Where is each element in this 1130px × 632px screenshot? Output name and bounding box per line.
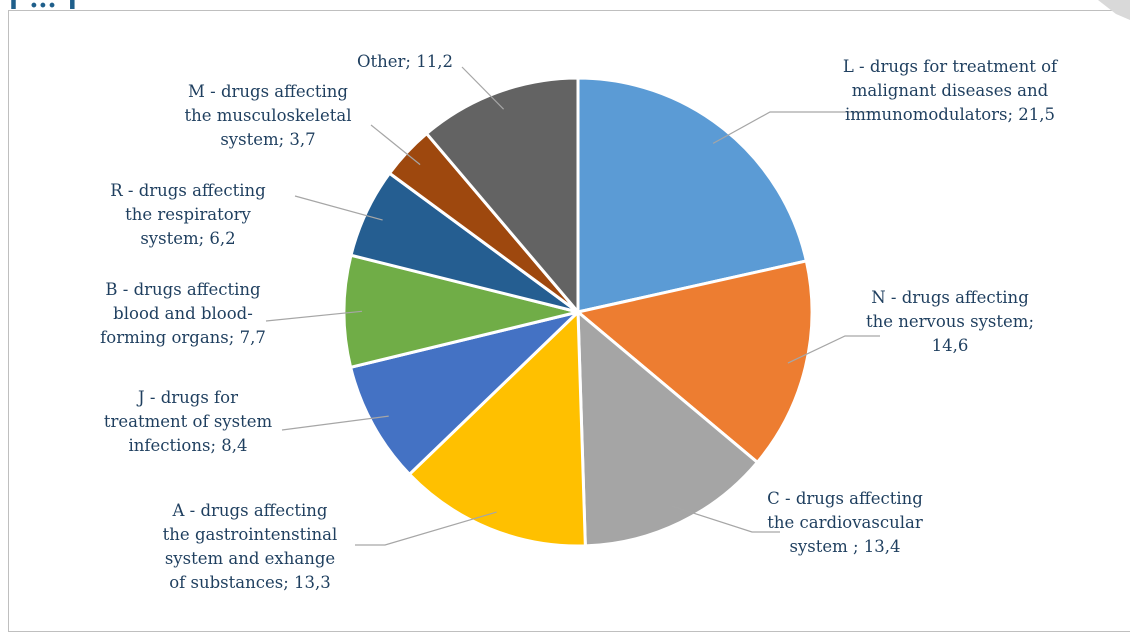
slice-label-line: R - drugs affecting: [110, 181, 266, 200]
slice-label-1: N - drugs affecting the nervous system; 14…: [866, 288, 1034, 355]
leader-line-4: [281, 415, 389, 431]
pie-slice-1: [574, 259, 814, 465]
slice-label-line: the cardiovascular: [767, 513, 923, 532]
slice-label-line: system ; 13,4: [789, 537, 900, 556]
slice-label-line: system and exhange: [165, 549, 335, 568]
pie-slice-2: [576, 308, 760, 548]
slice-label-line: the gastrointenstinal: [163, 525, 338, 544]
slice-label-3: A - drugs affecting the gastrointenstinal…: [163, 501, 338, 592]
leader-line-5: [265, 310, 363, 322]
slice-label-6: R - drugs affecting the respiratory system…: [110, 181, 266, 248]
slice-label-2: C - drugs affecting the cardiovascular sys…: [767, 489, 923, 556]
slice-label-line: blood and blood-: [113, 304, 253, 323]
slice-label-line: B - drugs affecting: [105, 280, 261, 299]
slice-label-5: B - drugs affecting blood and blood-formi…: [100, 280, 266, 347]
slice-label-line: J - drugs for: [136, 388, 238, 407]
slice-label-line: system; 6,2: [140, 229, 235, 248]
slice-label-line: immunomodulators; 21,5: [845, 105, 1055, 124]
leader-line-1: [787, 335, 880, 364]
page-curl-decoration: [1098, 0, 1130, 20]
slice-label-line: the nervous system;: [866, 312, 1034, 331]
slice-label-7: M - drugs affecting the musculoskeletal sy…: [184, 82, 351, 149]
slice-label-line: forming organs; 7,7: [100, 328, 266, 347]
slice-label-8: Other; 11,2: [357, 52, 453, 71]
leader-line-0: [712, 111, 880, 144]
slice-label-line: M - drugs affecting: [188, 82, 348, 101]
leader-line-8: [461, 66, 505, 110]
slice-label-line: malignant diseases and: [852, 81, 1049, 100]
slice-label-line: 14,6: [932, 336, 969, 355]
leader-line-7: [370, 124, 421, 166]
slice-label-0: L - drugs for treatment of malignant dise…: [843, 57, 1059, 124]
slice-label-line: infections; 8,4: [129, 436, 248, 455]
slice-label-line: the musculoskeletal: [184, 106, 351, 125]
leader-line-3: [355, 511, 497, 546]
slice-label-line: system; 3,7: [220, 130, 315, 149]
slice-label-line: A - drugs affecting: [172, 501, 328, 520]
slice-label-4: J - drugs for treatment of system infectio…: [104, 388, 273, 455]
partial-title-text: [ ... ]: [8, 0, 78, 9]
pie-chart: L - drugs for treatment of malignant dise…: [100, 52, 1059, 592]
leader-line-6: [294, 195, 383, 221]
leader-line-2: [672, 505, 780, 533]
pie-slice-4: [348, 309, 584, 477]
slice-label-line: the respiratory: [125, 205, 251, 224]
partial-title-band: [ ... ]: [0, 0, 1130, 9]
pie-slice-3: [407, 308, 587, 548]
slice-label-line: treatment of system: [104, 412, 273, 431]
slice-label-line: C - drugs affecting: [767, 489, 923, 508]
slice-label-line: of substances; 13,3: [169, 573, 331, 592]
pie-slice-5: [342, 253, 579, 370]
slice-label-line: N - drugs affecting: [871, 288, 1029, 307]
pie-slice-0: [576, 76, 809, 314]
pie-slice-8: [424, 76, 580, 317]
slice-label-line: L - drugs for treatment of: [843, 57, 1059, 76]
slice-label-line: Other; 11,2: [357, 52, 453, 71]
